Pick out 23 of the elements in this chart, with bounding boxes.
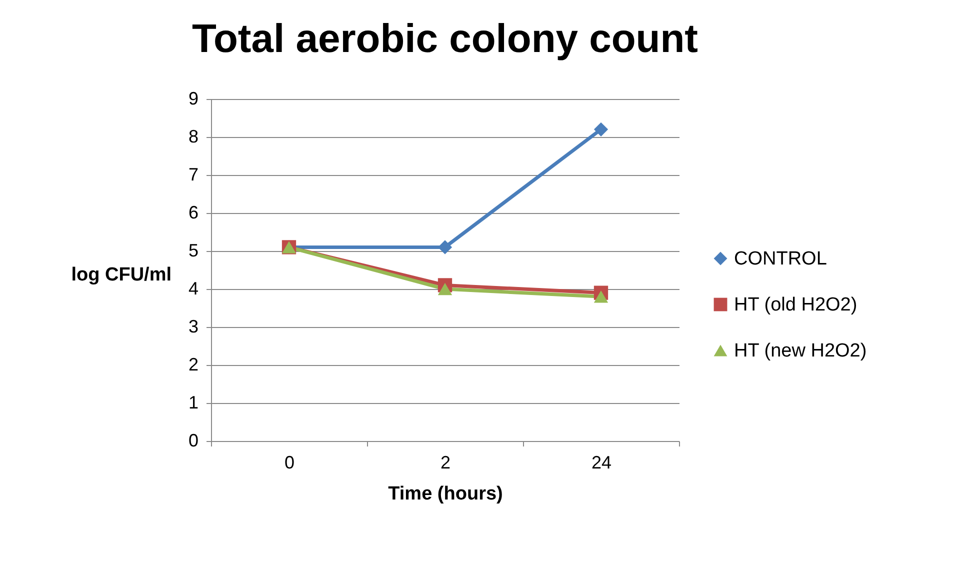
point	[438, 240, 452, 254]
y-tick-label: 0	[188, 430, 198, 450]
y-axis-title: log CFU/ml	[71, 264, 172, 286]
y-tick-label: 8	[188, 126, 198, 146]
y-tick-label: 4	[188, 278, 198, 298]
point	[438, 282, 452, 296]
y-tick-label: 1	[188, 392, 198, 412]
point	[594, 290, 608, 303]
y-tick-label: 3	[188, 316, 198, 336]
legend-label: HT (old H2O2)	[734, 294, 858, 316]
y-tick-label: 9	[188, 88, 198, 108]
y-tick-label: 7	[188, 164, 198, 184]
x-tick-label: 24	[591, 452, 612, 472]
point	[594, 122, 608, 136]
x-tick-label: 0	[284, 452, 295, 472]
y-tick-label: 6	[188, 202, 198, 222]
y-tick-label: 2	[188, 354, 198, 374]
y-tick-label: 5	[188, 240, 198, 260]
legend-label: HT (new H2O2)	[734, 340, 867, 362]
legend-label: CONTROL	[734, 248, 827, 270]
x-axis-title: Time (hours)	[388, 484, 503, 504]
x-tick-label: 2	[440, 452, 451, 472]
chart-title: Total aerobic colony count	[192, 17, 698, 61]
